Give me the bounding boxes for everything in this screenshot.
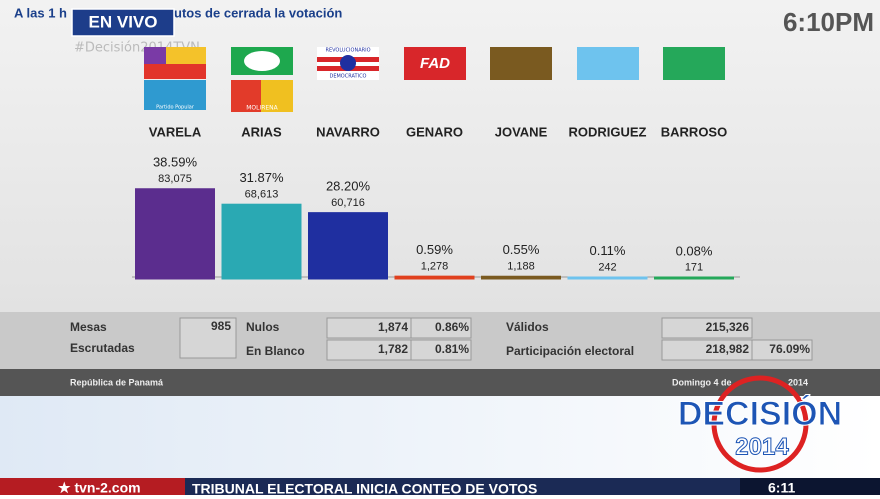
percent-label: 38.59% [153, 155, 198, 170]
bar-floor [654, 277, 734, 280]
vote-label: 68,613 [245, 189, 279, 201]
logo-text: Partido Popular [156, 105, 195, 111]
vote-label: 60,716 [331, 197, 365, 209]
clock: 6:10PM [783, 7, 874, 37]
stat-value: 0.86% [435, 320, 469, 334]
percent-label: 0.08% [676, 243, 713, 258]
percent-label: 0.59% [416, 242, 453, 257]
stat-label: Mesas [70, 320, 107, 334]
stat-value: 1,782 [378, 342, 408, 356]
logo-genaro: FAD [404, 47, 466, 80]
logo-text: DEMOCRATICO [329, 74, 366, 80]
logo-bottom: 2014 [735, 433, 789, 460]
logo-navarro: REVOLUCIONARIO DEMOCRATICO [317, 47, 379, 80]
bar-floor [222, 277, 302, 280]
header-right: utos de cerrada la votación [174, 5, 342, 20]
bar-floor [308, 277, 388, 280]
bar-floor [135, 277, 215, 280]
country: República de Panamá [70, 377, 164, 387]
stat-value: 985 [211, 319, 231, 333]
logo-text: MOLIRENA [246, 105, 278, 112]
date-left: Domingo 4 de [672, 377, 732, 387]
live-badge: EN VIVO [89, 12, 158, 31]
stat-value: 0.81% [435, 342, 469, 356]
ticker-text: TRIBUNAL ELECTORAL INICIA CONTEO DE VOTO… [192, 481, 537, 495]
bar-floor [481, 277, 561, 280]
header-left: A las 1 h [14, 5, 67, 20]
logo-rodriguez [577, 47, 639, 80]
logo-text: FAD [420, 55, 450, 72]
vote-label: 83,075 [158, 173, 192, 185]
candidate-name: JOVANE [495, 124, 548, 139]
candidate-name: GENARO [406, 124, 463, 139]
stat-value: 215,326 [706, 320, 750, 334]
percent-label: 0.11% [590, 243, 626, 258]
logo-top: DECISIÓN [678, 395, 842, 433]
bar-floor [395, 277, 475, 280]
ticker-time: 6:11 [768, 480, 795, 495]
stat-label: En Blanco [246, 344, 305, 358]
stat-value: 218,982 [706, 342, 750, 356]
logo-barroso [663, 47, 725, 80]
stat-label: Participación electoral [506, 344, 634, 358]
bar-floor [568, 277, 648, 280]
ticker-site: ★ tvn-2.com [58, 480, 141, 495]
candidate-name: RODRIGUEZ [569, 124, 647, 139]
bar [135, 188, 215, 277]
logo-text: REVOLUCIONARIO [325, 48, 370, 54]
stat-value: 76.09% [769, 342, 810, 356]
vote-label: 1,278 [421, 261, 449, 273]
vote-label: 171 [685, 262, 703, 274]
percent-label: 31.87% [239, 170, 284, 185]
candidate-name: ARIAS [241, 124, 282, 139]
stat-label: Nulos [246, 320, 280, 334]
bar [222, 204, 302, 277]
date-right: 2014 [788, 377, 808, 387]
vote-label: 1,188 [507, 261, 535, 273]
stat-value: 1,874 [378, 320, 408, 334]
ticker-time-bg [740, 478, 880, 495]
candidate-name: BARROSO [661, 124, 727, 139]
vote-label: 242 [598, 262, 616, 274]
candidate-name: VARELA [149, 124, 202, 139]
stat-label: Escrutadas [70, 341, 135, 355]
percent-label: 0.55% [503, 242, 540, 257]
percent-label: 28.20% [326, 179, 371, 194]
candidate-name: NAVARRO [316, 124, 380, 139]
stat-label: Válidos [506, 320, 549, 334]
bar [308, 212, 388, 277]
logo-jovane [490, 47, 552, 80]
logo-varela: Partido Popular [144, 47, 206, 111]
